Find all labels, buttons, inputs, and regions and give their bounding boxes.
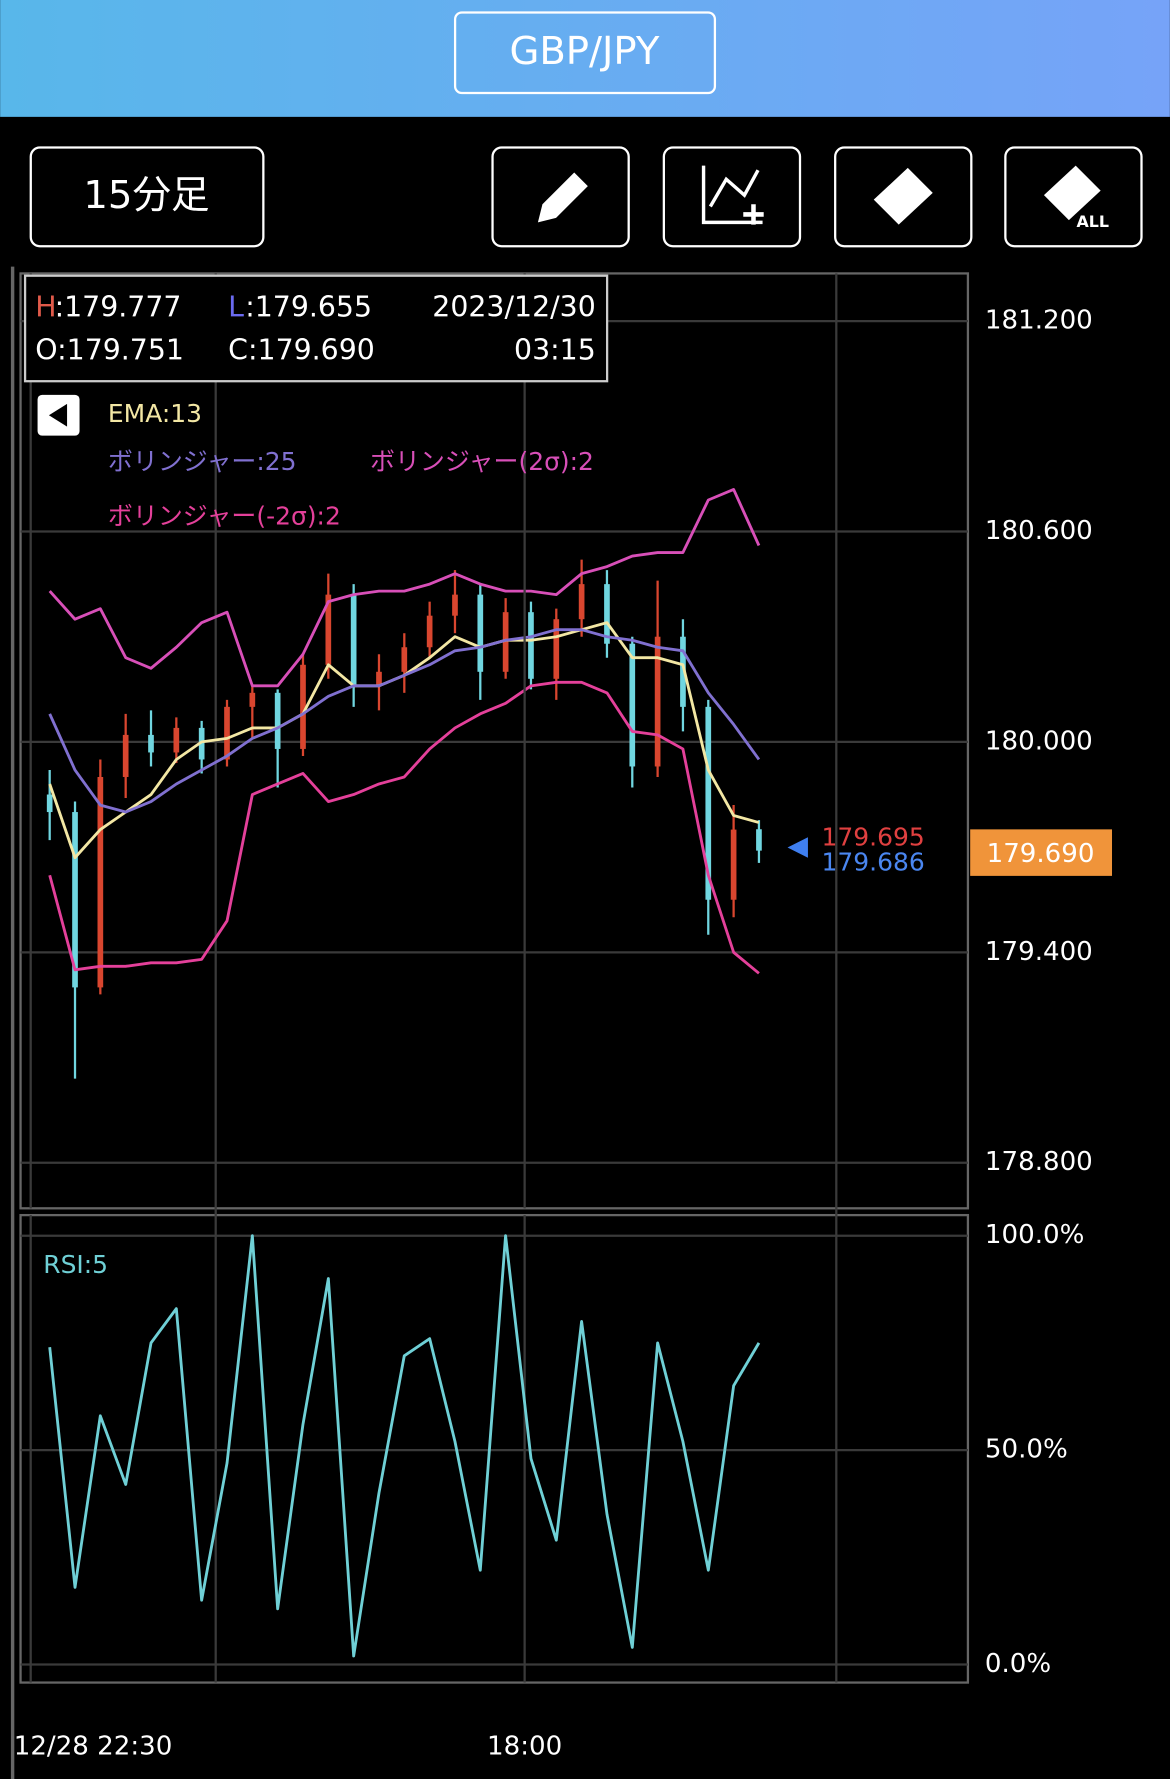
candle-body xyxy=(502,612,509,672)
current-price: 179.690 xyxy=(987,839,1095,869)
candle-body xyxy=(477,594,484,672)
x-tick-label: 12/28 22:30 xyxy=(14,1732,173,1762)
ohlc-info: H :179.777 L :179.655 2023/12/30 O:179.7… xyxy=(35,291,595,367)
candle-body xyxy=(148,734,154,753)
low-key: L xyxy=(228,291,244,324)
symbol-button[interactable] xyxy=(453,11,717,95)
candle-body xyxy=(325,594,332,665)
current-price-box xyxy=(970,829,1113,876)
candle-body xyxy=(756,829,762,851)
header xyxy=(0,0,1170,117)
candle-body xyxy=(426,615,433,648)
ohlc-box xyxy=(23,274,609,383)
date: 2023/12/30 xyxy=(432,291,595,324)
high-key: H xyxy=(35,291,56,324)
price-marker: 179.695 xyxy=(822,822,925,851)
time: 03:15 xyxy=(514,334,596,367)
candle-body xyxy=(300,664,306,749)
candle-body xyxy=(654,636,661,767)
candle-body xyxy=(730,829,737,900)
y-tick-label: 0.0% xyxy=(985,1649,1051,1679)
y-tick-label: 180.000 xyxy=(985,726,1093,756)
timeframe-button[interactable] xyxy=(29,146,265,248)
candle-body xyxy=(553,619,560,679)
high-value: :179.777 xyxy=(55,291,182,324)
legend-label: ボリンジャー(2σ):2 xyxy=(370,447,594,476)
button-frame xyxy=(491,146,630,248)
candle-body xyxy=(274,692,281,749)
candle-body xyxy=(578,584,585,620)
price-marker: 179.686 xyxy=(822,847,925,876)
close-value: C:179.690 xyxy=(228,334,375,367)
legend-label: EMA:13 xyxy=(108,399,202,428)
y-tick-label: 181.200 xyxy=(985,306,1093,336)
candle-body xyxy=(46,794,53,813)
legend-label: RSI:5 xyxy=(43,1250,108,1279)
y-tick-label: 179.400 xyxy=(985,937,1093,967)
y-tick-label: 180.600 xyxy=(985,516,1093,546)
candle-body xyxy=(97,776,104,988)
indicator-line xyxy=(48,628,761,814)
button-frame xyxy=(662,146,802,248)
candle-body xyxy=(173,727,180,753)
candle-body xyxy=(528,612,534,679)
pencil-icon xyxy=(537,172,588,223)
rsi-panel xyxy=(19,1213,970,1684)
button-frame xyxy=(834,146,973,248)
x-tick-label: 18:00 xyxy=(487,1732,562,1762)
extra-grid xyxy=(214,273,838,1683)
candle-body xyxy=(122,734,129,777)
candle-body xyxy=(629,643,636,767)
candle-body xyxy=(680,636,686,707)
indicator-line xyxy=(48,488,761,688)
y-tick-label: 100.0% xyxy=(985,1220,1084,1250)
symbol-title: GBP/JPY xyxy=(509,29,659,74)
low-value: :179.655 xyxy=(245,291,372,324)
candle-body xyxy=(249,692,256,707)
indicator-button[interactable] xyxy=(662,146,802,248)
candle-body xyxy=(350,594,357,686)
indicator-line xyxy=(48,680,760,975)
price-pointer xyxy=(787,837,808,858)
legend-label: ボリンジャー:25 xyxy=(108,447,297,476)
erase-all-label: ALL xyxy=(1076,212,1109,231)
timeframe-label: 15分足 xyxy=(83,173,209,218)
candle-body xyxy=(452,594,458,616)
plots: 181.200 180.600 180.000 179.400 178.800 100.0… xyxy=(14,273,1093,1762)
button-frame xyxy=(1004,146,1143,248)
indicator-line xyxy=(48,1234,761,1658)
candle-body xyxy=(401,647,408,672)
erase-button[interactable] xyxy=(834,146,973,248)
y-tick-label: 178.800 xyxy=(985,1147,1093,1177)
candle-body xyxy=(705,706,712,900)
candle-body xyxy=(224,706,230,760)
draw-button[interactable] xyxy=(491,146,630,248)
candle-body xyxy=(198,727,205,760)
toggle-arrow xyxy=(48,403,68,427)
plus-icon xyxy=(743,204,764,225)
erase-all-button[interactable]: ALL xyxy=(1004,146,1143,248)
candle-body xyxy=(72,812,78,988)
chart-icon xyxy=(701,165,763,225)
candle-body xyxy=(604,584,610,644)
legend-label: ボリンジャー(-2σ):2 xyxy=(108,501,341,530)
open-value: O:179.751 xyxy=(35,334,184,367)
legend-toggle[interactable] xyxy=(37,394,80,436)
candle-body xyxy=(376,671,382,686)
eraser-icon xyxy=(873,167,933,225)
y-tick-label: 50.0% xyxy=(985,1435,1068,1465)
eraser-icon xyxy=(1043,165,1101,221)
